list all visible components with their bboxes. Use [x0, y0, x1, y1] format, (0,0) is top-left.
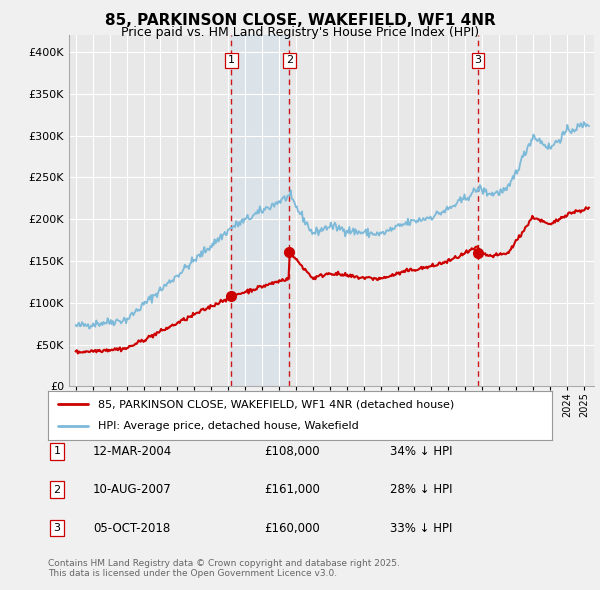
Text: £160,000: £160,000 — [264, 522, 320, 535]
Text: 28% ↓ HPI: 28% ↓ HPI — [390, 483, 452, 496]
Text: 34% ↓ HPI: 34% ↓ HPI — [390, 445, 452, 458]
Text: 05-OCT-2018: 05-OCT-2018 — [93, 522, 170, 535]
Text: 12-MAR-2004: 12-MAR-2004 — [93, 445, 172, 458]
Text: 3: 3 — [53, 523, 61, 533]
Text: 1: 1 — [228, 55, 235, 65]
Text: 3: 3 — [475, 55, 482, 65]
Text: 1: 1 — [53, 447, 61, 456]
Text: HPI: Average price, detached house, Wakefield: HPI: Average price, detached house, Wake… — [98, 421, 359, 431]
Text: 10-AUG-2007: 10-AUG-2007 — [93, 483, 172, 496]
Text: This data is licensed under the Open Government Licence v3.0.: This data is licensed under the Open Gov… — [48, 569, 337, 578]
Bar — [232, 35, 289, 386]
Text: 2: 2 — [53, 485, 61, 494]
Text: 85, PARKINSON CLOSE, WAKEFIELD, WF1 4NR: 85, PARKINSON CLOSE, WAKEFIELD, WF1 4NR — [104, 13, 496, 28]
Text: Price paid vs. HM Land Registry's House Price Index (HPI): Price paid vs. HM Land Registry's House … — [121, 26, 479, 39]
Text: 2: 2 — [286, 55, 293, 65]
Text: £161,000: £161,000 — [264, 483, 320, 496]
Text: £108,000: £108,000 — [264, 445, 320, 458]
Text: 85, PARKINSON CLOSE, WAKEFIELD, WF1 4NR (detached house): 85, PARKINSON CLOSE, WAKEFIELD, WF1 4NR … — [98, 399, 455, 409]
Text: 33% ↓ HPI: 33% ↓ HPI — [390, 522, 452, 535]
Text: Contains HM Land Registry data © Crown copyright and database right 2025.: Contains HM Land Registry data © Crown c… — [48, 559, 400, 568]
